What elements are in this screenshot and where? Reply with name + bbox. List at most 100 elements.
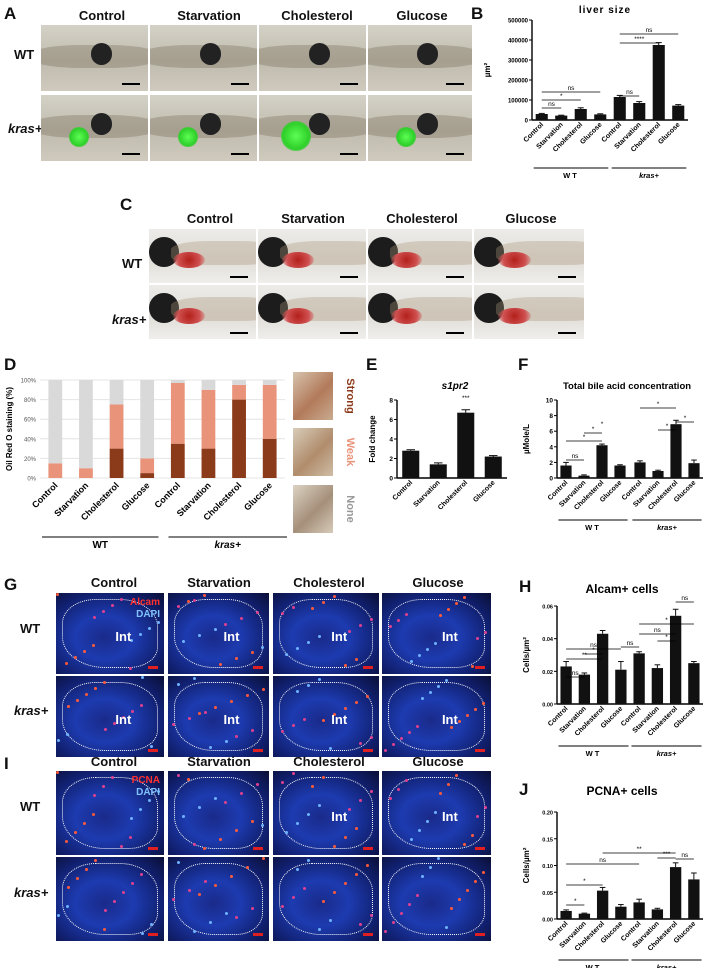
cell-signal	[157, 621, 160, 624]
cell-signal	[83, 650, 86, 653]
significance-label: *	[592, 647, 595, 654]
fish-eye	[200, 43, 222, 65]
scale-bar	[446, 83, 464, 85]
cell-signal	[139, 808, 142, 811]
cell-signal	[296, 647, 299, 650]
bar	[429, 464, 447, 478]
bar-segment-weak	[170, 382, 185, 444]
cell-signal	[355, 873, 358, 876]
cell-signal	[104, 728, 107, 731]
intestine-label: Int	[441, 629, 458, 645]
cell-signal	[262, 688, 265, 691]
column-header-glucose: Glucose	[412, 754, 464, 769]
y-tick-label: 2	[549, 460, 553, 467]
cell-signal	[83, 822, 86, 825]
cell-signal	[281, 905, 284, 908]
bar-segment-none	[79, 380, 93, 469]
y-axis-label: Fold change	[368, 415, 377, 463]
cell-signal	[322, 900, 325, 903]
cell-signal	[198, 634, 201, 637]
cell-signal	[355, 827, 358, 830]
significance-label: *	[583, 434, 586, 441]
significance-label: **	[582, 652, 588, 659]
row-label-kras: kras+	[14, 885, 49, 900]
cell-signal	[85, 693, 88, 696]
bar	[633, 902, 645, 919]
chart-b: liver size 0 100000 200000 300000 400000 5000…	[483, 5, 688, 180]
significance-label: ns	[646, 27, 654, 34]
cell-signal	[256, 783, 259, 786]
significance-label: **	[637, 846, 643, 853]
liver-outline	[279, 682, 373, 751]
bar	[574, 109, 587, 120]
significance-label: ns	[548, 101, 556, 108]
bar	[596, 890, 609, 919]
scale-bar	[446, 276, 464, 278]
intestine-label: Int	[223, 629, 240, 645]
cell-signal	[429, 691, 432, 694]
x-tick-label: Glucose	[472, 479, 497, 504]
y-tick-label: 0%	[27, 477, 36, 483]
stain-label-red: PCNA	[131, 775, 160, 786]
cell-signal	[405, 779, 408, 782]
bar	[596, 445, 608, 478]
cell-signal	[416, 725, 419, 728]
micrograph	[168, 857, 269, 941]
group-label: WT	[585, 523, 601, 532]
cell-signal	[203, 847, 206, 850]
micrograph: Int	[382, 593, 491, 674]
cell-signal	[102, 610, 105, 613]
scale-bar	[363, 749, 373, 752]
cell-signal	[408, 903, 411, 906]
bar-segment-none	[232, 380, 246, 385]
bar-segment-weak	[109, 404, 124, 449]
chart-title: Alcam+ cells	[585, 582, 658, 596]
cell-signal	[348, 808, 351, 811]
cell-signal	[447, 608, 450, 611]
column-header-cholesterol: Cholesterol	[293, 575, 365, 590]
fish-eye	[416, 113, 438, 135]
scale-bar	[475, 666, 485, 669]
row-label-wt: WT	[20, 621, 41, 636]
cell-signal	[204, 880, 207, 883]
cell-signal	[150, 923, 153, 926]
cell-signal	[429, 866, 432, 869]
cell-signal	[348, 630, 351, 633]
liver-outline	[174, 777, 263, 849]
significance-label: ns	[681, 595, 689, 602]
intestine-label: Int	[115, 629, 132, 645]
chart-title: s1pr2	[442, 381, 469, 392]
stain-label-blue: DAPI	[136, 787, 160, 798]
cell-signal	[322, 719, 325, 722]
cell-signal	[102, 785, 105, 788]
cell-signal	[140, 704, 143, 707]
liver-fluorescence	[396, 127, 416, 147]
cell-signal	[203, 594, 206, 597]
x-tick-label: Control	[30, 480, 60, 510]
cell-signal	[219, 663, 222, 666]
y-tick-label: 6	[549, 429, 553, 436]
bar	[669, 867, 682, 919]
cell-signal	[400, 912, 403, 915]
micrograph	[258, 229, 366, 283]
intestine-label: Int	[331, 629, 348, 645]
liver-outline	[62, 599, 158, 668]
scale-bar	[475, 749, 485, 752]
row-label-wt: WT	[20, 799, 41, 814]
bar	[560, 666, 572, 704]
y-tick-label: 8	[549, 413, 553, 420]
scale-bar	[475, 933, 485, 936]
y-tick-label: 0	[525, 119, 529, 125]
cell-signal	[344, 882, 347, 885]
scale-bar	[253, 847, 263, 850]
cell-signal	[392, 743, 395, 746]
column-header-glucose: Glucose	[505, 211, 557, 226]
micrograph: Int	[168, 676, 269, 757]
significance-label: ns	[627, 640, 635, 647]
cell-signal	[370, 736, 373, 739]
bar	[651, 668, 664, 704]
micrograph: Int Alcam DAPI	[56, 593, 164, 674]
cell-signal	[148, 627, 151, 630]
bar-segment-strong	[262, 438, 277, 478]
cell-signal	[251, 820, 254, 823]
